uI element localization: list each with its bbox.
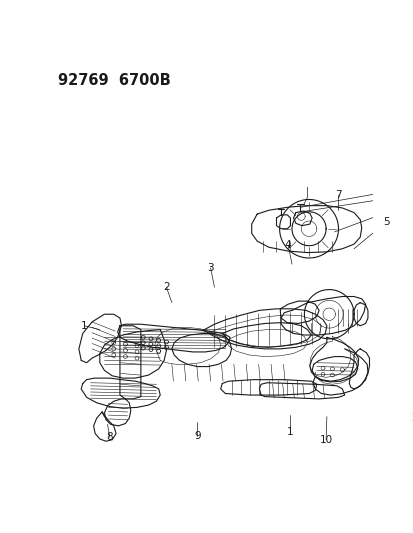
- Text: 10: 10: [319, 435, 332, 445]
- Text: 1: 1: [81, 321, 88, 331]
- Text: 8: 8: [106, 432, 113, 442]
- Text: 1: 1: [287, 427, 293, 437]
- Text: 5: 5: [382, 217, 389, 227]
- Text: 2: 2: [163, 282, 169, 292]
- Text: 3: 3: [207, 263, 214, 273]
- Text: 9: 9: [194, 431, 200, 441]
- Text: 2: 2: [410, 413, 413, 423]
- Text: 92769  6700B: 92769 6700B: [58, 73, 170, 88]
- Text: 4: 4: [284, 240, 291, 250]
- Text: 7: 7: [335, 190, 341, 200]
